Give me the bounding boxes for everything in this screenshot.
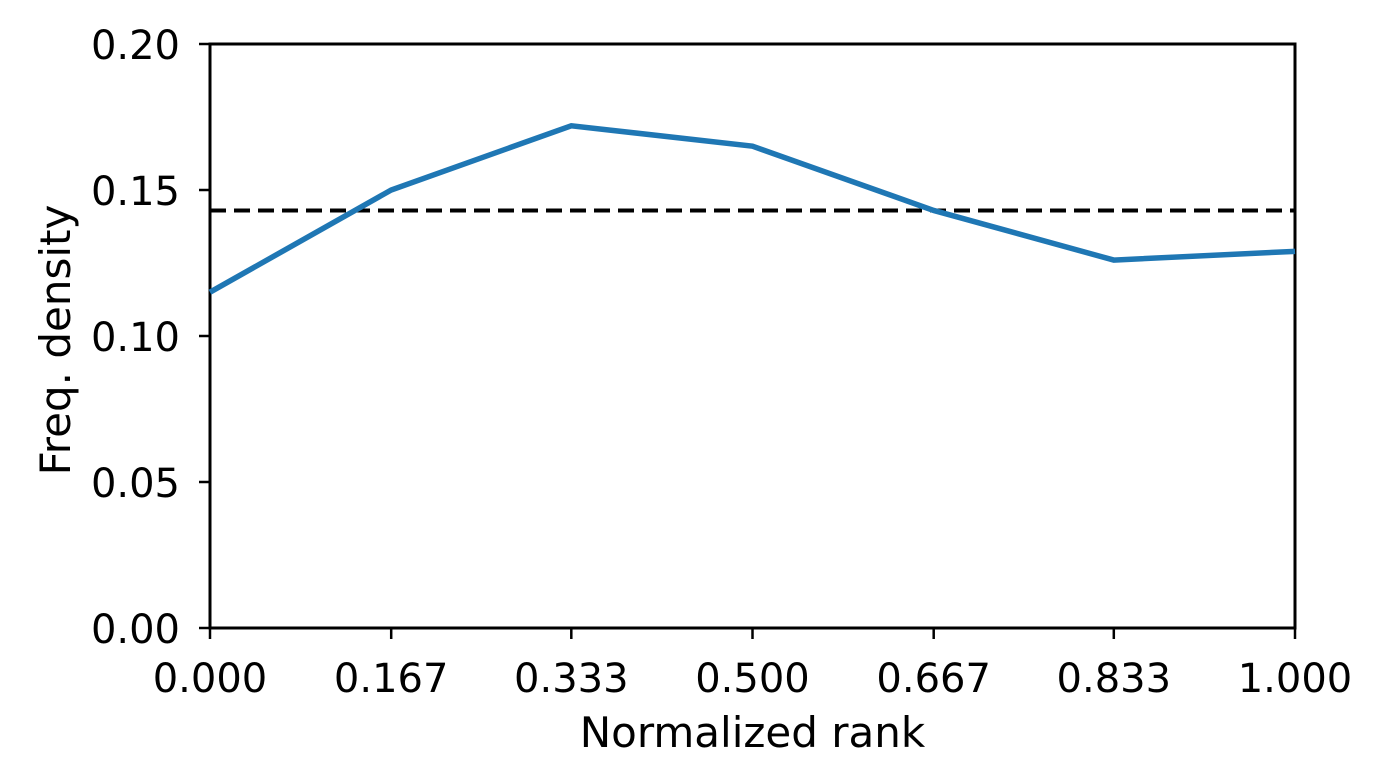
x-axis-tick-labels: 0.000 0.167 0.333 0.500 0.667 0.833 1.000	[153, 656, 1353, 702]
x-tick-label: 0.833	[1057, 656, 1172, 702]
y-tick-label: 0.20	[91, 23, 180, 69]
y-tick-label: 0.00	[91, 607, 180, 653]
x-tick-label: 0.167	[334, 656, 449, 702]
y-axis-ticks	[199, 42, 210, 630]
y-tick-label: 0.05	[91, 461, 180, 507]
y-tick-label: 0.15	[91, 169, 180, 215]
y-tick-label: 0.10	[91, 315, 180, 361]
x-tick-label: 0.000	[153, 656, 268, 702]
x-tick-label: 0.667	[876, 656, 991, 702]
x-tick-label: 1.000	[1238, 656, 1353, 702]
x-axis-ticks	[208, 628, 1297, 639]
x-tick-label: 0.333	[514, 656, 629, 702]
plot-border	[208, 42, 1297, 630]
x-tick-label: 0.500	[695, 656, 810, 702]
data-line	[208, 122, 1296, 295]
y-axis-label: Freq. density	[31, 205, 80, 476]
x-axis-label: Normalized rank	[580, 708, 926, 757]
y-axis-tick-labels: 0.00 0.05 0.10 0.15 0.20	[91, 23, 180, 653]
